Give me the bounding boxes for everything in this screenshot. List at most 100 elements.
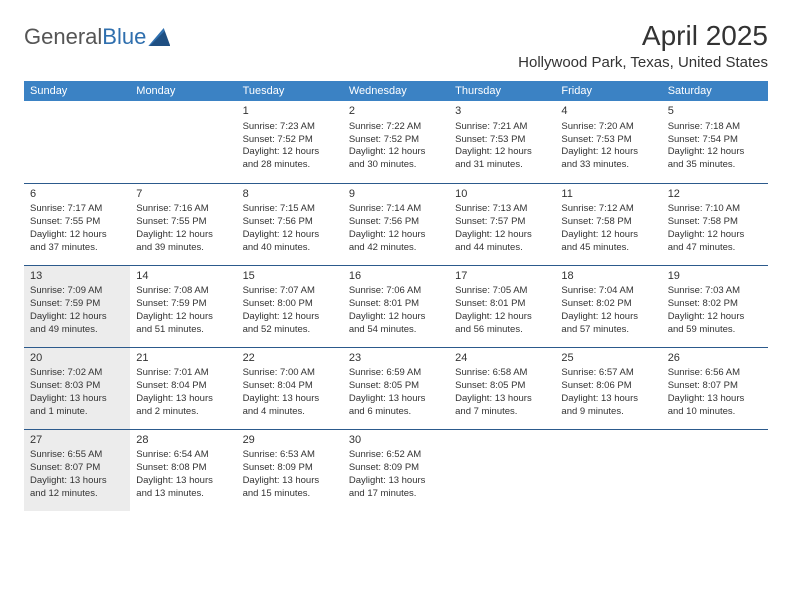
- daylight-text: Daylight: 12 hours and 49 minutes.: [30, 311, 124, 337]
- day-cell: 17Sunrise: 7:05 AMSunset: 8:01 PMDayligh…: [449, 265, 555, 347]
- day-cell: 23Sunrise: 6:59 AMSunset: 8:05 PMDayligh…: [343, 347, 449, 429]
- daylight-text: Daylight: 13 hours and 9 minutes.: [561, 393, 655, 419]
- day-cell: 29Sunrise: 6:53 AMSunset: 8:09 PMDayligh…: [237, 429, 343, 511]
- daylight-text: Daylight: 12 hours and 57 minutes.: [561, 311, 655, 337]
- sunrise-text: Sunrise: 7:14 AM: [349, 203, 443, 216]
- daylight-text: Daylight: 12 hours and 45 minutes.: [561, 229, 655, 255]
- day-number: 22: [243, 351, 337, 366]
- daylight-text: Daylight: 12 hours and 28 minutes.: [243, 146, 337, 172]
- day-number: 23: [349, 351, 443, 366]
- daylight-text: Daylight: 12 hours and 35 minutes.: [668, 146, 762, 172]
- sunset-text: Sunset: 8:09 PM: [349, 462, 443, 475]
- day-number: 16: [349, 269, 443, 284]
- day-cell: 2 Sunrise: 7:22 AMSunset: 7:52 PMDaylight…: [343, 101, 449, 183]
- day-cell: 14Sunrise: 7:08 AMSunset: 7:59 PMDayligh…: [130, 265, 236, 347]
- day-cell: 6Sunrise: 7:17 AMSunset: 7:55 PMDaylight…: [24, 183, 130, 265]
- day-cell: 20Sunrise: 7:02 AMSunset: 8:03 PMDayligh…: [24, 347, 130, 429]
- sunset-text: Sunset: 8:03 PM: [30, 380, 124, 393]
- day-number: 2: [349, 104, 443, 119]
- daylight-text: Daylight: 13 hours and 13 minutes.: [136, 475, 230, 501]
- daylight-text: Daylight: 12 hours and 47 minutes.: [668, 229, 762, 255]
- day-number: 30: [349, 433, 443, 448]
- calendar-page: General Blue April 2025 Hollywood Park, …: [0, 0, 792, 531]
- day-cell: 30Sunrise: 6:52 AMSunset: 8:09 PMDayligh…: [343, 429, 449, 511]
- sunset-text: Sunset: 7:59 PM: [136, 298, 230, 311]
- day-cell: 24Sunrise: 6:58 AMSunset: 8:05 PMDayligh…: [449, 347, 555, 429]
- day-header: Sunday: [24, 81, 130, 101]
- daylight-text: Daylight: 12 hours and 30 minutes.: [349, 146, 443, 172]
- logo-word2: Blue: [102, 24, 146, 50]
- sunrise-text: Sunrise: 7:03 AM: [668, 285, 762, 298]
- day-number: 29: [243, 433, 337, 448]
- sunset-text: Sunset: 7:58 PM: [561, 216, 655, 229]
- sunset-text: Sunset: 7:53 PM: [455, 134, 549, 147]
- daylight-text: Daylight: 13 hours and 10 minutes.: [668, 393, 762, 419]
- day-number: 21: [136, 351, 230, 366]
- day-cell: 25Sunrise: 6:57 AMSunset: 8:06 PMDayligh…: [555, 347, 661, 429]
- sunset-text: Sunset: 8:05 PM: [349, 380, 443, 393]
- week-row: 1Sunrise: 7:23 AMSunset: 7:52 PMDaylight…: [24, 101, 768, 183]
- empty-cell: [662, 429, 768, 511]
- day-number: 7: [136, 187, 230, 202]
- sunset-text: Sunset: 7:54 PM: [668, 134, 762, 147]
- daylight-text: Daylight: 13 hours and 17 minutes.: [349, 475, 443, 501]
- day-cell: 21Sunrise: 7:01 AMSunset: 8:04 PMDayligh…: [130, 347, 236, 429]
- day-number: 20: [30, 351, 124, 366]
- sunset-text: Sunset: 7:57 PM: [455, 216, 549, 229]
- daylight-text: Daylight: 13 hours and 2 minutes.: [136, 393, 230, 419]
- daylight-text: Daylight: 12 hours and 52 minutes.: [243, 311, 337, 337]
- day-number: 12: [668, 187, 762, 202]
- sunrise-text: Sunrise: 6:55 AM: [30, 449, 124, 462]
- sunrise-text: Sunrise: 7:13 AM: [455, 203, 549, 216]
- sunset-text: Sunset: 8:02 PM: [668, 298, 762, 311]
- sunset-text: Sunset: 8:04 PM: [136, 380, 230, 393]
- day-number: 14: [136, 269, 230, 284]
- sunset-text: Sunset: 8:05 PM: [455, 380, 549, 393]
- day-cell: 7Sunrise: 7:16 AMSunset: 7:55 PMDaylight…: [130, 183, 236, 265]
- sunset-text: Sunset: 7:55 PM: [30, 216, 124, 229]
- daylight-text: Daylight: 12 hours and 51 minutes.: [136, 311, 230, 337]
- sunrise-text: Sunrise: 7:21 AM: [455, 121, 549, 134]
- day-header: Tuesday: [237, 81, 343, 101]
- daylight-text: Daylight: 13 hours and 15 minutes.: [243, 475, 337, 501]
- sunset-text: Sunset: 7:55 PM: [136, 216, 230, 229]
- page-title: April 2025: [518, 20, 768, 52]
- day-cell: 26Sunrise: 6:56 AMSunset: 8:07 PMDayligh…: [662, 347, 768, 429]
- sunrise-text: Sunrise: 6:57 AM: [561, 367, 655, 380]
- daylight-text: Daylight: 12 hours and 44 minutes.: [455, 229, 549, 255]
- day-number: 11: [561, 187, 655, 202]
- daylight-text: Daylight: 12 hours and 40 minutes.: [243, 229, 337, 255]
- week-row: 6Sunrise: 7:17 AMSunset: 7:55 PMDaylight…: [24, 183, 768, 265]
- sunrise-text: Sunrise: 7:15 AM: [243, 203, 337, 216]
- daylight-text: Daylight: 13 hours and 4 minutes.: [243, 393, 337, 419]
- sunrise-text: Sunrise: 7:22 AM: [349, 121, 443, 134]
- day-number: 1: [243, 104, 337, 119]
- day-cell: 5Sunrise: 7:18 AMSunset: 7:54 PMDaylight…: [662, 101, 768, 183]
- day-cell: 12Sunrise: 7:10 AMSunset: 7:58 PMDayligh…: [662, 183, 768, 265]
- sunrise-text: Sunrise: 7:01 AM: [136, 367, 230, 380]
- daylight-text: Daylight: 12 hours and 56 minutes.: [455, 311, 549, 337]
- daylight-text: Daylight: 12 hours and 39 minutes.: [136, 229, 230, 255]
- day-cell: 15Sunrise: 7:07 AMSunset: 8:00 PMDayligh…: [237, 265, 343, 347]
- empty-cell: [24, 101, 130, 183]
- sunrise-text: Sunrise: 7:08 AM: [136, 285, 230, 298]
- day-cell: 4Sunrise: 7:20 AMSunset: 7:53 PMDaylight…: [555, 101, 661, 183]
- sunrise-text: Sunrise: 7:18 AM: [668, 121, 762, 134]
- daylight-text: Daylight: 13 hours and 6 minutes.: [349, 393, 443, 419]
- day-number: 15: [243, 269, 337, 284]
- day-number: 10: [455, 187, 549, 202]
- sunrise-text: Sunrise: 7:07 AM: [243, 285, 337, 298]
- sunset-text: Sunset: 7:52 PM: [243, 134, 337, 147]
- sunset-text: Sunset: 8:06 PM: [561, 380, 655, 393]
- day-cell: 10Sunrise: 7:13 AMSunset: 7:57 PMDayligh…: [449, 183, 555, 265]
- sunrise-text: Sunrise: 7:02 AM: [30, 367, 124, 380]
- day-number: 26: [668, 351, 762, 366]
- day-number: 19: [668, 269, 762, 284]
- sunset-text: Sunset: 7:52 PM: [349, 134, 443, 147]
- sunrise-text: Sunrise: 7:20 AM: [561, 121, 655, 134]
- sunrise-text: Sunrise: 6:59 AM: [349, 367, 443, 380]
- sunrise-text: Sunrise: 6:53 AM: [243, 449, 337, 462]
- day-number: 27: [30, 433, 124, 448]
- day-number: 8: [243, 187, 337, 202]
- sunset-text: Sunset: 7:58 PM: [668, 216, 762, 229]
